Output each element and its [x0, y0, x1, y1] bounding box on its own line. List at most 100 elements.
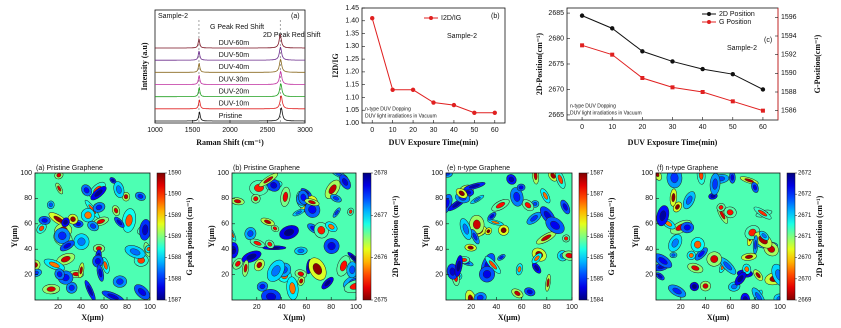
colorbar-tick-label: 1585: [590, 255, 604, 261]
colorbar-label: 2D peak position (cm⁻¹): [391, 195, 400, 277]
contour-core: [95, 204, 103, 211]
contour-core: [297, 271, 304, 277]
y-tick-label: 20: [645, 271, 653, 278]
contour-core: [350, 254, 356, 262]
panel-label: (a): [291, 13, 300, 20]
contour-core: [542, 191, 548, 200]
colorbar-tick-label: 1589: [168, 234, 182, 240]
contour-core: [670, 173, 679, 184]
contour-core: [530, 215, 538, 222]
contour-core: [96, 218, 105, 224]
contour-core: [534, 255, 540, 262]
contour-core: [253, 240, 262, 246]
contour-core: [752, 184, 757, 191]
chart-title: Sample-2: [447, 33, 477, 40]
spectrum: [155, 95, 305, 110]
x-tick-label: 40: [493, 304, 501, 311]
contour-core: [456, 260, 461, 272]
panel-label: (b): [491, 13, 500, 20]
x-tick-label: 40: [702, 304, 710, 311]
contour-core: [761, 233, 767, 239]
y-tick-label: 80: [221, 195, 229, 202]
contour-core: [518, 185, 524, 190]
contour-core: [745, 254, 754, 259]
contour-core: [691, 284, 697, 289]
contour-core: [488, 260, 497, 270]
colorbar-tick-label: 2676: [374, 255, 388, 261]
annotation: 2D Peak Red Shift: [263, 32, 321, 39]
contour-core: [691, 265, 700, 271]
contour-core: [328, 224, 335, 230]
annotation: n-type DUV Dopping: [570, 103, 616, 109]
x-tick-label: 20: [467, 304, 475, 311]
y-tick-label: 80: [24, 195, 32, 202]
contour-core: [308, 200, 316, 205]
x-axis-label: Raman Shift (cm⁻¹): [196, 138, 264, 147]
contour-core: [317, 226, 326, 235]
y-tick-label: 80: [435, 195, 443, 202]
contour-core: [116, 219, 122, 226]
x-tick-label: 0: [370, 127, 374, 134]
colorbar-tick-label: 1590: [168, 171, 182, 177]
annotation: DUV light irradiations in Vacuum: [365, 113, 437, 119]
contour-core: [328, 184, 337, 195]
data-point: [610, 52, 615, 57]
x-tick-label: 80: [751, 304, 759, 311]
data-point: [670, 85, 675, 90]
contour-core: [755, 292, 763, 300]
contour-core: [675, 204, 680, 210]
contour-core: [526, 289, 533, 295]
contour-core: [562, 203, 568, 211]
y-tick-label: 1.40: [345, 18, 359, 25]
contour-core: [702, 283, 709, 289]
x-tick-label: 10: [389, 127, 397, 134]
contour-core: [688, 253, 694, 258]
contour-core: [113, 207, 119, 214]
panel-label: (c): [764, 37, 772, 44]
x-tick-label: 60: [100, 304, 108, 311]
contour-core: [49, 261, 60, 268]
y-tick-label: 20: [221, 271, 229, 278]
x-tick-label: 60: [491, 127, 499, 134]
contour-core: [671, 253, 676, 257]
contour-core: [550, 220, 560, 230]
y-tick-label: 2680: [548, 35, 564, 42]
contour-core: [46, 286, 56, 292]
y-tick-label: 60: [645, 221, 653, 228]
x-tick-label: 40: [699, 124, 707, 131]
contour-core: [659, 210, 667, 221]
x-tick-label: 40: [77, 304, 85, 311]
y-tick-label: 1.15: [345, 82, 359, 89]
y-tick-label: 1596: [781, 14, 797, 21]
colorbar-tick-label: 1586: [590, 213, 604, 219]
contour-core: [508, 176, 515, 183]
y-tick-label: 1.35: [345, 30, 359, 37]
series-label: DUV-20m: [219, 89, 250, 96]
legend-marker: [707, 12, 711, 16]
y-tick-label: 2665: [548, 112, 564, 119]
contour-core: [458, 190, 465, 196]
y-tick-label: 60: [24, 221, 32, 228]
contour-core: [123, 194, 129, 200]
y-axis-label: Y(μm): [421, 225, 430, 248]
contour-core: [541, 234, 552, 242]
plot-frame: [445, 172, 573, 301]
contour-core: [499, 255, 504, 260]
series-label: DUV-40m: [219, 64, 250, 71]
x-tick-label: 30: [669, 124, 677, 131]
contour-core: [142, 224, 149, 236]
contour-core: [697, 250, 705, 258]
contour-core: [295, 210, 302, 215]
data-line: [581, 44, 764, 112]
contour-core: [235, 260, 241, 267]
x-tick-label: 50: [729, 124, 737, 131]
data-point: [580, 43, 585, 48]
series-label: DUV-30m: [219, 76, 250, 83]
x-tick-label: 60: [518, 304, 526, 311]
colorbar-tick-label: 2671: [798, 234, 812, 240]
contour-core: [533, 173, 538, 181]
contour-core: [308, 205, 317, 214]
contour-core: [116, 278, 124, 285]
contour-core: [534, 265, 540, 271]
x-tick-label: 20: [54, 304, 62, 311]
